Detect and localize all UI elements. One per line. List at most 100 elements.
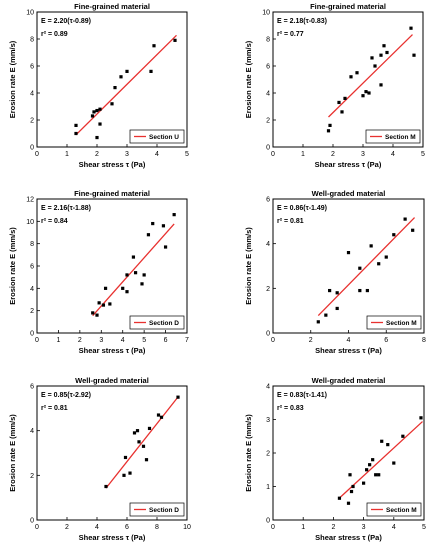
data-point <box>351 484 355 489</box>
data-point <box>355 71 359 75</box>
data-point <box>316 320 320 324</box>
r-squared: r² = 0.77 <box>277 31 304 38</box>
y-tick-label: 0 <box>30 145 34 152</box>
plot-frame <box>272 198 425 334</box>
y-tick-label: 1 <box>266 484 270 491</box>
data-point <box>137 440 141 444</box>
plot-frame <box>272 385 425 521</box>
data-point <box>346 251 351 255</box>
data-point <box>142 273 146 277</box>
data-point <box>385 50 389 55</box>
r-squared: r² = 0.81 <box>277 218 304 225</box>
data-point <box>90 114 95 118</box>
x-tick-label: 1 <box>301 524 305 531</box>
fit-equation: E = 0.83(τ-1.41) <box>277 392 327 399</box>
data-point <box>95 108 99 113</box>
data-point <box>176 395 180 399</box>
data-point <box>74 123 78 127</box>
data-point <box>346 501 351 505</box>
legend-label: Section M <box>386 320 417 327</box>
data-point <box>401 434 405 438</box>
data-point <box>92 110 96 114</box>
data-point <box>358 266 362 270</box>
x-tick-label: 1 <box>56 337 60 344</box>
x-tick-label: 0 <box>35 337 39 344</box>
data-point <box>121 286 125 290</box>
fit-line <box>75 34 177 136</box>
fit-line <box>92 223 175 317</box>
y-tick-label: 8 <box>266 37 270 44</box>
data-point <box>337 496 342 500</box>
x-tick-label: 1 <box>301 151 305 158</box>
data-point <box>374 473 378 477</box>
chart-title: Well-graded material <box>312 189 386 198</box>
legend: Section M <box>365 129 421 144</box>
data-point <box>382 44 386 48</box>
x-tick-label: 2 <box>331 524 335 531</box>
x-tick-label: 4 <box>155 151 159 158</box>
data-point <box>123 455 128 460</box>
data-point <box>380 439 384 443</box>
legend: Section U <box>129 129 185 144</box>
legend-label: Section M <box>386 507 417 514</box>
data-point <box>358 288 362 293</box>
data-point <box>122 473 126 477</box>
x-tick-label: 4 <box>391 151 395 158</box>
x-tick-label: 4 <box>121 337 125 344</box>
plot-frame <box>272 11 424 148</box>
data-point <box>412 53 416 57</box>
fit-equation: E = 2.20(τ-0.89) <box>41 18 91 25</box>
chart-panel-6: Well-graded material 0 1 2 3 4 5 0 1 2 3 4 Shear str… <box>244 376 426 542</box>
x-tick-label: 8 <box>422 337 426 344</box>
x-tick-label: 6 <box>384 337 388 344</box>
x-tick-label: 5 <box>142 337 146 344</box>
y-tick-label: 6 <box>30 264 34 271</box>
y-tick-label: 0 <box>30 518 34 525</box>
data-point <box>392 461 396 465</box>
y-tick-label: 6 <box>30 64 34 71</box>
data-point <box>119 75 123 79</box>
data-point <box>172 213 176 217</box>
data-point <box>131 255 136 259</box>
data-point <box>367 91 371 95</box>
fit-line <box>105 396 179 489</box>
data-point <box>348 473 352 477</box>
y-tick-label: 6 <box>266 197 270 204</box>
x-tick-label: 0 <box>271 337 275 344</box>
legend: Section M <box>366 502 422 517</box>
data-point <box>337 100 341 105</box>
x-tick-label: 0 <box>35 524 39 531</box>
y-tick-label: 4 <box>266 241 270 248</box>
x-tick-label: 1 <box>65 151 69 158</box>
legend: Section D <box>129 502 185 517</box>
chart-title: Fine-grained material <box>310 2 386 11</box>
y-tick-label: 8 <box>30 37 34 44</box>
data-point <box>104 484 108 489</box>
y-axis-label: Erosion rate E (mm/s) <box>244 40 253 118</box>
data-point <box>386 443 390 447</box>
x-tick-label: 4 <box>95 524 99 531</box>
legend-box <box>129 315 185 330</box>
data-point <box>147 426 152 431</box>
r-squared: r² = 0.83 <box>277 405 304 412</box>
y-tick-label: 3 <box>266 417 270 424</box>
x-tick-label: 3 <box>361 151 365 158</box>
data-point <box>377 473 381 477</box>
y-axis-label: Erosion rate E (mm/s) <box>8 40 17 118</box>
r-squared: r² = 0.84 <box>41 218 68 225</box>
y-tick-label: 8 <box>30 241 34 248</box>
data-point <box>152 44 156 48</box>
x-axis-label: Shear stress τ (Pa) <box>79 160 146 169</box>
x-tick-label: 6 <box>164 337 168 344</box>
data-point <box>324 313 328 317</box>
x-axis-label: Shear stress τ (Pa) <box>79 346 146 355</box>
y-tick-label: 2 <box>30 118 34 125</box>
data-point <box>133 271 138 275</box>
r-squared: r² = 0.89 <box>41 31 68 38</box>
data-point <box>349 75 353 79</box>
data-point <box>128 471 132 475</box>
data-point <box>101 303 106 307</box>
legend-box <box>366 315 422 330</box>
x-tick-label: 5 <box>421 151 425 158</box>
